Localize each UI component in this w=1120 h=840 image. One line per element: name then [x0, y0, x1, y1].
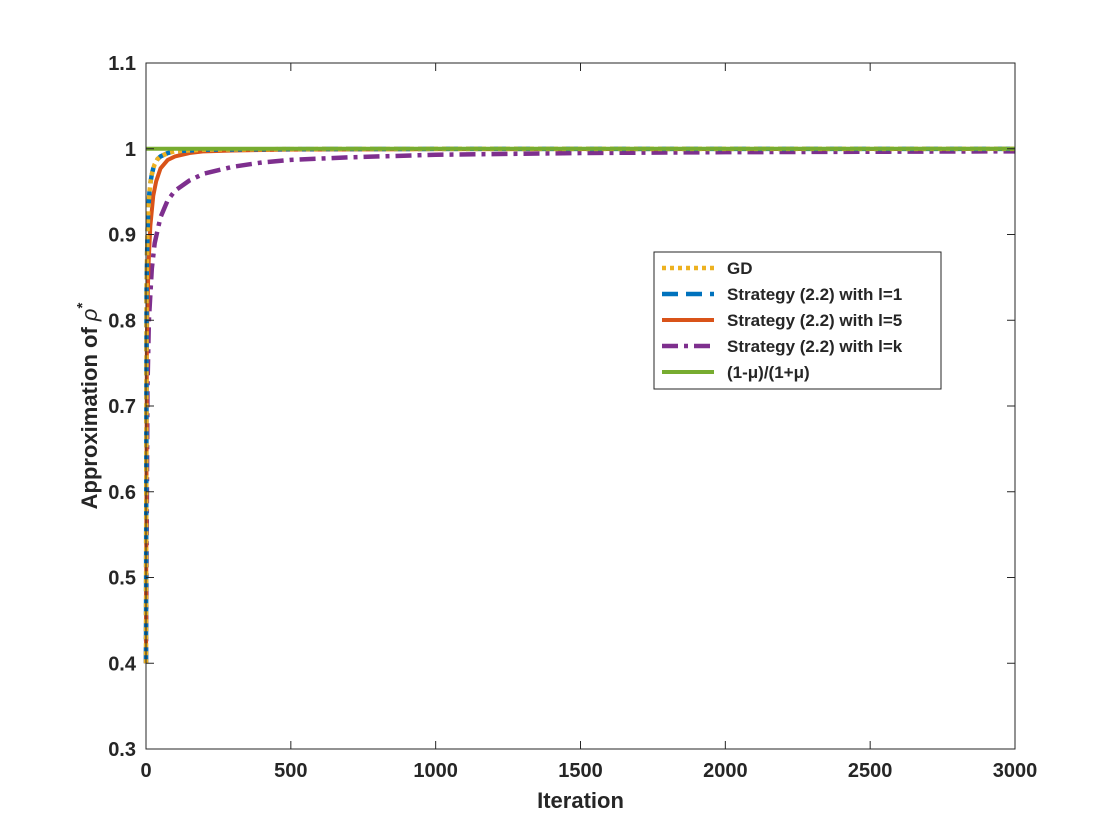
y-tick-label: 1.1	[108, 53, 136, 75]
y-tick-label: 0.7	[108, 396, 136, 418]
x-tick-label: 2000	[703, 760, 748, 782]
series-layer	[143, 146, 1016, 664]
x-tick-label: 500	[274, 760, 307, 782]
plot-area	[146, 63, 1015, 749]
legend-label-2: Strategy (2.2) with l=1	[727, 285, 902, 304]
y-axis-label-text: Approximation of	[77, 321, 102, 509]
legend-label-5: (1-μ)/(1+μ)	[727, 363, 810, 382]
x-axis-label: Iteration	[537, 788, 624, 813]
x-tick-label: 3000	[993, 760, 1038, 782]
y-tick-label: 0.9	[108, 225, 136, 247]
series-line-1	[143, 146, 1016, 664]
series-line-4	[143, 149, 1016, 664]
x-tick-label: 1000	[413, 760, 458, 782]
plot-frame	[145, 62, 1016, 750]
y-axis-label: Approximation of ρ*	[74, 303, 102, 510]
y-tick-label: 1	[125, 139, 136, 161]
y-axis-label-superscript: *	[74, 303, 91, 309]
y-tick-label: 0.5	[108, 568, 136, 590]
y-tick-label: 0.3	[108, 739, 136, 761]
ticks-layer: 0 500 1000 1500 2000 2500 3000 0.3 0.4 0.5 0.6 0.7 0…	[108, 53, 1037, 782]
x-tick-label: 2500	[848, 760, 893, 782]
legend-label-4: Strategy (2.2) with l=k	[727, 337, 903, 356]
y-tick-label: 0.4	[108, 653, 137, 675]
y-tick-label: 0.8	[108, 310, 136, 332]
legend-label-3: Strategy (2.2) with l=5	[727, 311, 902, 330]
x-tick-label: 0	[140, 760, 151, 782]
x-tick-label: 1500	[558, 760, 603, 782]
y-tick-label: 0.6	[108, 482, 136, 504]
legend-label-1: GD	[727, 259, 753, 278]
legend: GD Strategy (2.2) with l=1 Strategy (2.2) …	[653, 251, 942, 390]
y-axis-label-symbol: ρ	[77, 309, 102, 323]
